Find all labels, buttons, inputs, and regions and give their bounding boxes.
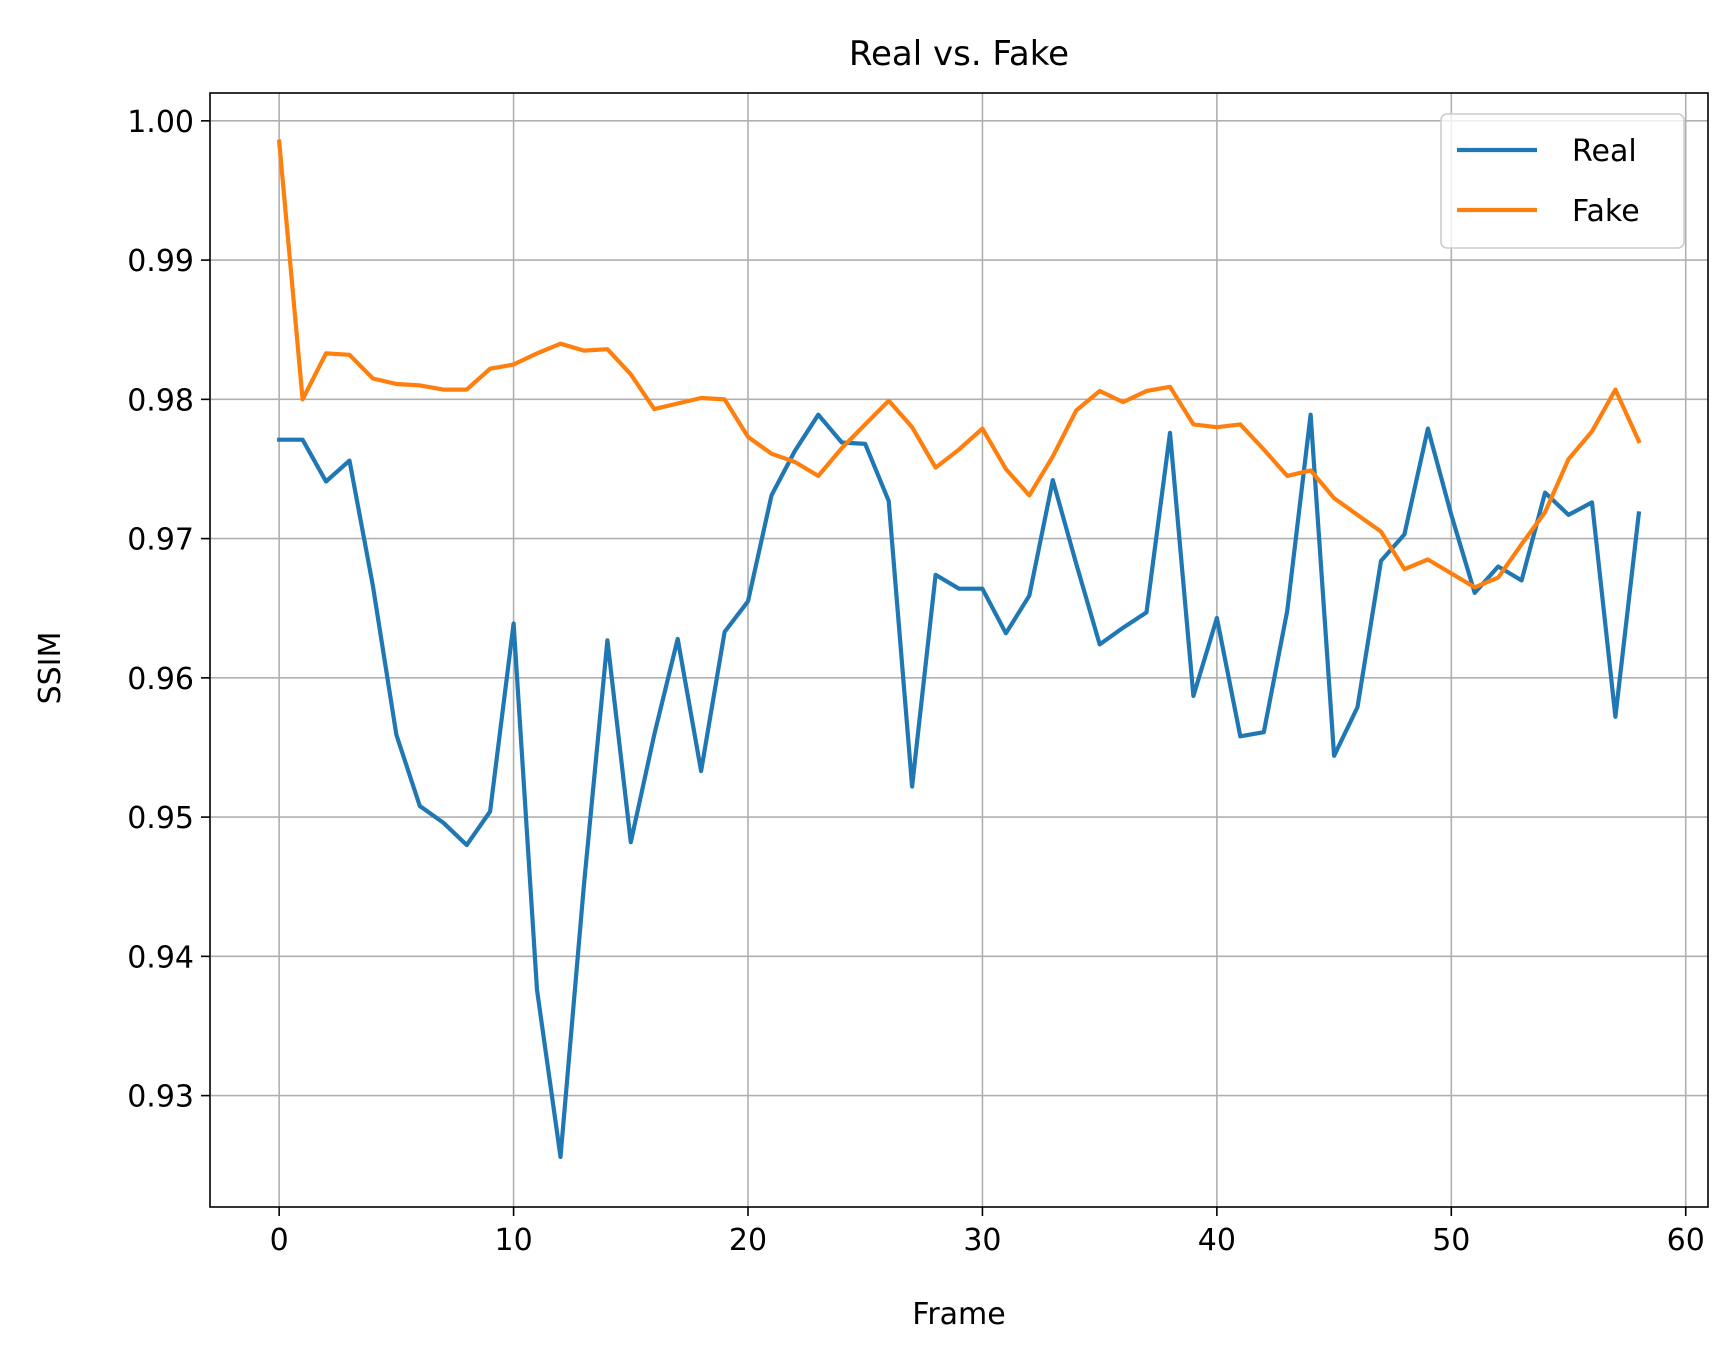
series-lines <box>276 139 1642 1160</box>
legend-label-real: Real <box>1572 134 1637 169</box>
y-tick-label: 0.93 <box>127 1080 194 1115</box>
y-tick-label: 0.95 <box>127 801 194 836</box>
x-axis-label: Frame <box>912 1297 1005 1332</box>
y-tick-label: 0.96 <box>127 662 194 697</box>
axis-ticks: 0 10 20 30 40 50 60 0.93 0.94 0.95 0.96 0.97 0.98 0.9… <box>127 105 1705 1258</box>
x-tick-label: 40 <box>1198 1223 1236 1258</box>
x-tick-label: 60 <box>1667 1223 1705 1258</box>
y-tick-label: 1.00 <box>127 105 194 140</box>
legend-label-fake: Fake <box>1572 194 1640 229</box>
y-tick-label: 0.94 <box>127 940 194 975</box>
chart-title: Real vs. Fake <box>849 34 1069 74</box>
x-tick-label: 30 <box>963 1223 1001 1258</box>
x-tick-label: 20 <box>729 1223 767 1258</box>
y-tick-label: 0.98 <box>127 383 194 418</box>
y-tick-label: 0.97 <box>127 523 194 558</box>
series-line-real <box>277 412 1642 1160</box>
series-line-fake <box>276 139 1642 590</box>
x-tick-label: 50 <box>1432 1223 1470 1258</box>
x-tick-label: 0 <box>270 1223 289 1258</box>
y-tick-label: 0.99 <box>127 244 194 279</box>
grid-lines <box>210 93 1708 1207</box>
y-axis-label: SSIM <box>33 632 68 705</box>
plot-frame <box>209 92 1709 1208</box>
x-tick-label: 10 <box>494 1223 532 1258</box>
chart-legend: Real Fake <box>1440 113 1685 249</box>
legend-box <box>1440 113 1685 249</box>
